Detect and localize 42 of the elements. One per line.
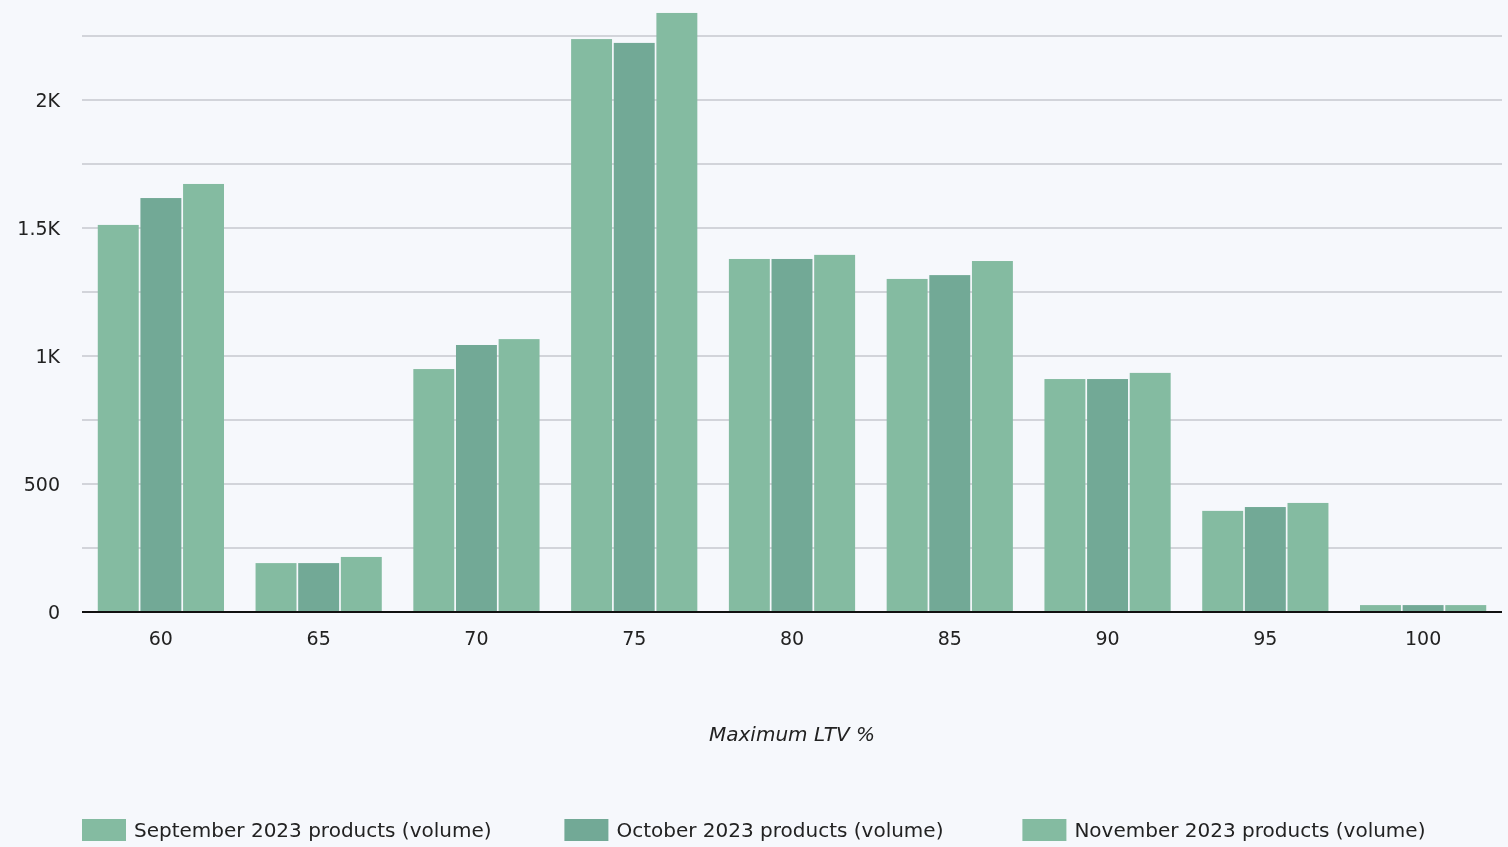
bar: [340, 556, 382, 612]
bar: [298, 563, 340, 612]
legend-label: October 2023 products (volume): [616, 818, 944, 842]
x-tick-label: 60: [148, 627, 173, 649]
x-tick-label: 95: [1253, 627, 1278, 649]
legend-label: November 2023 products (volume): [1074, 818, 1426, 842]
x-tick-label: 65: [306, 627, 331, 649]
bar: [1087, 379, 1129, 612]
bar: [971, 261, 1013, 612]
bar: [613, 42, 655, 612]
bar: [1244, 507, 1286, 612]
bar: [771, 258, 813, 612]
bar: [1202, 510, 1244, 612]
y-tick-label: 500: [23, 472, 60, 495]
bar: [140, 198, 182, 612]
bar: [1287, 502, 1329, 612]
bar: [413, 369, 455, 612]
bar: [886, 278, 928, 612]
legend-label: September 2023 products (volume): [134, 818, 492, 842]
bar: [571, 39, 613, 612]
y-tick-label: 0: [47, 600, 60, 623]
y-tick-label: 1K: [35, 344, 61, 367]
y-tick-label: 2K: [35, 88, 61, 111]
bar: [498, 339, 540, 612]
bar: [728, 258, 770, 612]
bar: [656, 12, 698, 612]
bar: [255, 563, 297, 612]
bar: [929, 275, 971, 612]
x-tick-label: 100: [1404, 627, 1442, 649]
bar: [455, 344, 497, 612]
x-tick-label: 70: [464, 627, 489, 649]
bar: [97, 224, 139, 612]
bar: [1044, 379, 1086, 612]
x-tick-label: 75: [622, 627, 647, 649]
bar: [183, 183, 224, 612]
x-tick-label: 80: [779, 627, 805, 649]
x-axis-title: Maximum LTV %: [709, 722, 875, 746]
bar: [1129, 372, 1171, 612]
y-tick-label: 1.5K: [17, 216, 61, 239]
x-tick-label: 85: [937, 627, 962, 649]
bar: [814, 254, 856, 612]
x-tick-label: 90: [1095, 627, 1120, 649]
